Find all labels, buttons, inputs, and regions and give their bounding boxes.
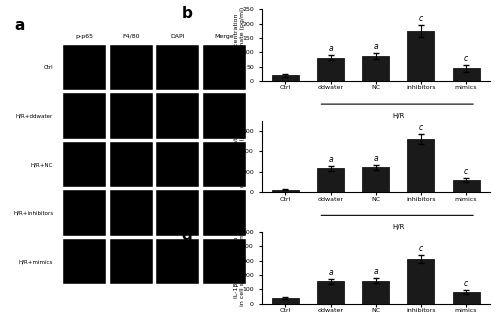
Bar	[362, 56, 390, 81]
Text: H/R+NC: H/R+NC	[31, 162, 53, 167]
Text: c: c	[419, 244, 423, 253]
Y-axis label: IL-1β concentration
in cell supernate (pg/ml): IL-1β concentration in cell supernate (p…	[234, 229, 245, 306]
Text: H/R+mimics: H/R+mimics	[19, 259, 53, 264]
Bar	[317, 281, 344, 304]
FancyBboxPatch shape	[156, 190, 200, 236]
Text: a: a	[374, 267, 378, 276]
Text: c: c	[464, 279, 468, 288]
Bar	[452, 180, 479, 192]
FancyBboxPatch shape	[63, 239, 106, 285]
Bar	[452, 292, 479, 304]
Text: a: a	[328, 44, 333, 53]
Bar	[408, 139, 434, 192]
Text: H/R+ddwater: H/R+ddwater	[16, 114, 53, 119]
Bar	[408, 31, 434, 81]
Text: Merge: Merge	[215, 34, 234, 39]
Bar	[272, 298, 299, 304]
Text: Ctrl: Ctrl	[44, 65, 53, 70]
FancyBboxPatch shape	[63, 45, 106, 90]
FancyBboxPatch shape	[203, 239, 246, 285]
Text: H/R: H/R	[392, 224, 404, 230]
FancyBboxPatch shape	[63, 142, 106, 187]
Text: a: a	[374, 42, 378, 51]
Text: c: c	[419, 14, 423, 23]
Text: c: c	[419, 123, 423, 132]
FancyBboxPatch shape	[203, 142, 246, 187]
Text: p-p65: p-p65	[76, 34, 94, 39]
Bar	[408, 259, 434, 304]
Text: F4/80: F4/80	[122, 34, 140, 39]
Bar	[362, 281, 390, 304]
Bar	[317, 168, 344, 192]
FancyBboxPatch shape	[203, 93, 246, 139]
Bar	[362, 167, 390, 192]
FancyBboxPatch shape	[156, 45, 200, 90]
Text: DAPI: DAPI	[170, 34, 185, 39]
FancyBboxPatch shape	[110, 45, 152, 90]
FancyBboxPatch shape	[110, 142, 152, 187]
Text: c: c	[464, 167, 468, 176]
Text: a: a	[15, 18, 25, 33]
Bar	[452, 68, 479, 81]
Text: c: c	[182, 117, 190, 132]
Bar	[272, 75, 299, 81]
Text: H/R+inhibitors: H/R+inhibitors	[13, 211, 53, 216]
Y-axis label: IL-6 concentration
in cell supernate (pg/ml): IL-6 concentration in cell supernate (pg…	[234, 118, 245, 195]
FancyBboxPatch shape	[156, 93, 200, 139]
Text: d: d	[182, 228, 192, 243]
Text: c: c	[464, 54, 468, 63]
FancyBboxPatch shape	[110, 93, 152, 139]
Text: H/R: H/R	[392, 113, 404, 119]
FancyBboxPatch shape	[63, 93, 106, 139]
Y-axis label: TNF-α concentration
in cell supernate (pg/ml): TNF-α concentration in cell supernate (p…	[234, 7, 245, 84]
FancyBboxPatch shape	[63, 190, 106, 236]
Text: a: a	[328, 155, 333, 164]
FancyBboxPatch shape	[110, 239, 152, 285]
FancyBboxPatch shape	[203, 190, 246, 236]
Text: b: b	[182, 6, 192, 21]
Bar	[317, 58, 344, 81]
FancyBboxPatch shape	[156, 239, 200, 285]
Text: a: a	[328, 268, 333, 277]
Text: a: a	[374, 154, 378, 162]
FancyBboxPatch shape	[203, 45, 246, 90]
FancyBboxPatch shape	[110, 190, 152, 236]
FancyBboxPatch shape	[156, 142, 200, 187]
Bar	[272, 189, 299, 192]
